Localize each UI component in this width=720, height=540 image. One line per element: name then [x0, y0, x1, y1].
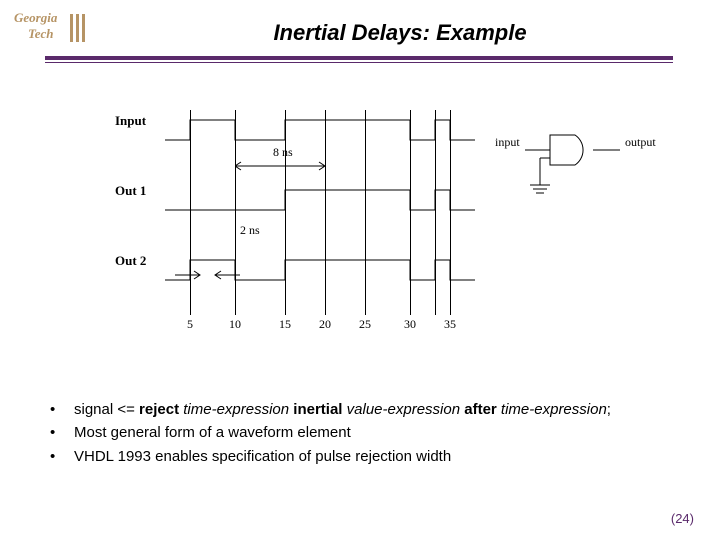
bullet-dot: • — [50, 447, 74, 467]
title-rule-thin — [45, 62, 673, 63]
wave-out2 — [165, 260, 475, 280]
slide-number: (24) — [671, 511, 694, 526]
gate-out-label: output — [625, 135, 656, 150]
bullet-item: • VHDL 1993 enables specification of pul… — [50, 447, 670, 467]
tick-25: 25 — [359, 317, 371, 332]
timing-diagram: Input Out 1 Out 2 8 ns 2 ns 5 10 15 20 2… — [115, 95, 675, 365]
bullet-dot: • — [50, 423, 74, 443]
bullet-text: VHDL 1993 enables specification of pulse… — [74, 447, 670, 467]
gate-in-label: input — [495, 135, 520, 150]
bullet-text: Most general form of a waveform element — [74, 423, 670, 443]
waveforms — [115, 95, 485, 295]
buffer-gate-icon — [525, 130, 625, 210]
bullet-dot: • — [50, 400, 74, 420]
tick-35: 35 — [444, 317, 456, 332]
wave-input — [165, 120, 475, 140]
bullet-item: • signal <= reject time-expression inert… — [50, 400, 670, 420]
tick-5: 5 — [187, 317, 193, 332]
tick-15: 15 — [279, 317, 291, 332]
wave-out1 — [165, 190, 475, 210]
tick-30: 30 — [404, 317, 416, 332]
title-rule-thick — [45, 56, 673, 60]
tick-10: 10 — [229, 317, 241, 332]
tick-20: 20 — [319, 317, 331, 332]
bullet-list: • signal <= reject time-expression inert… — [50, 400, 670, 470]
bullet-item: • Most general form of a waveform elemen… — [50, 423, 670, 443]
bullet-text: signal <= reject time-expression inertia… — [74, 400, 670, 420]
page-title: Inertial Delays: Example — [0, 20, 720, 46]
